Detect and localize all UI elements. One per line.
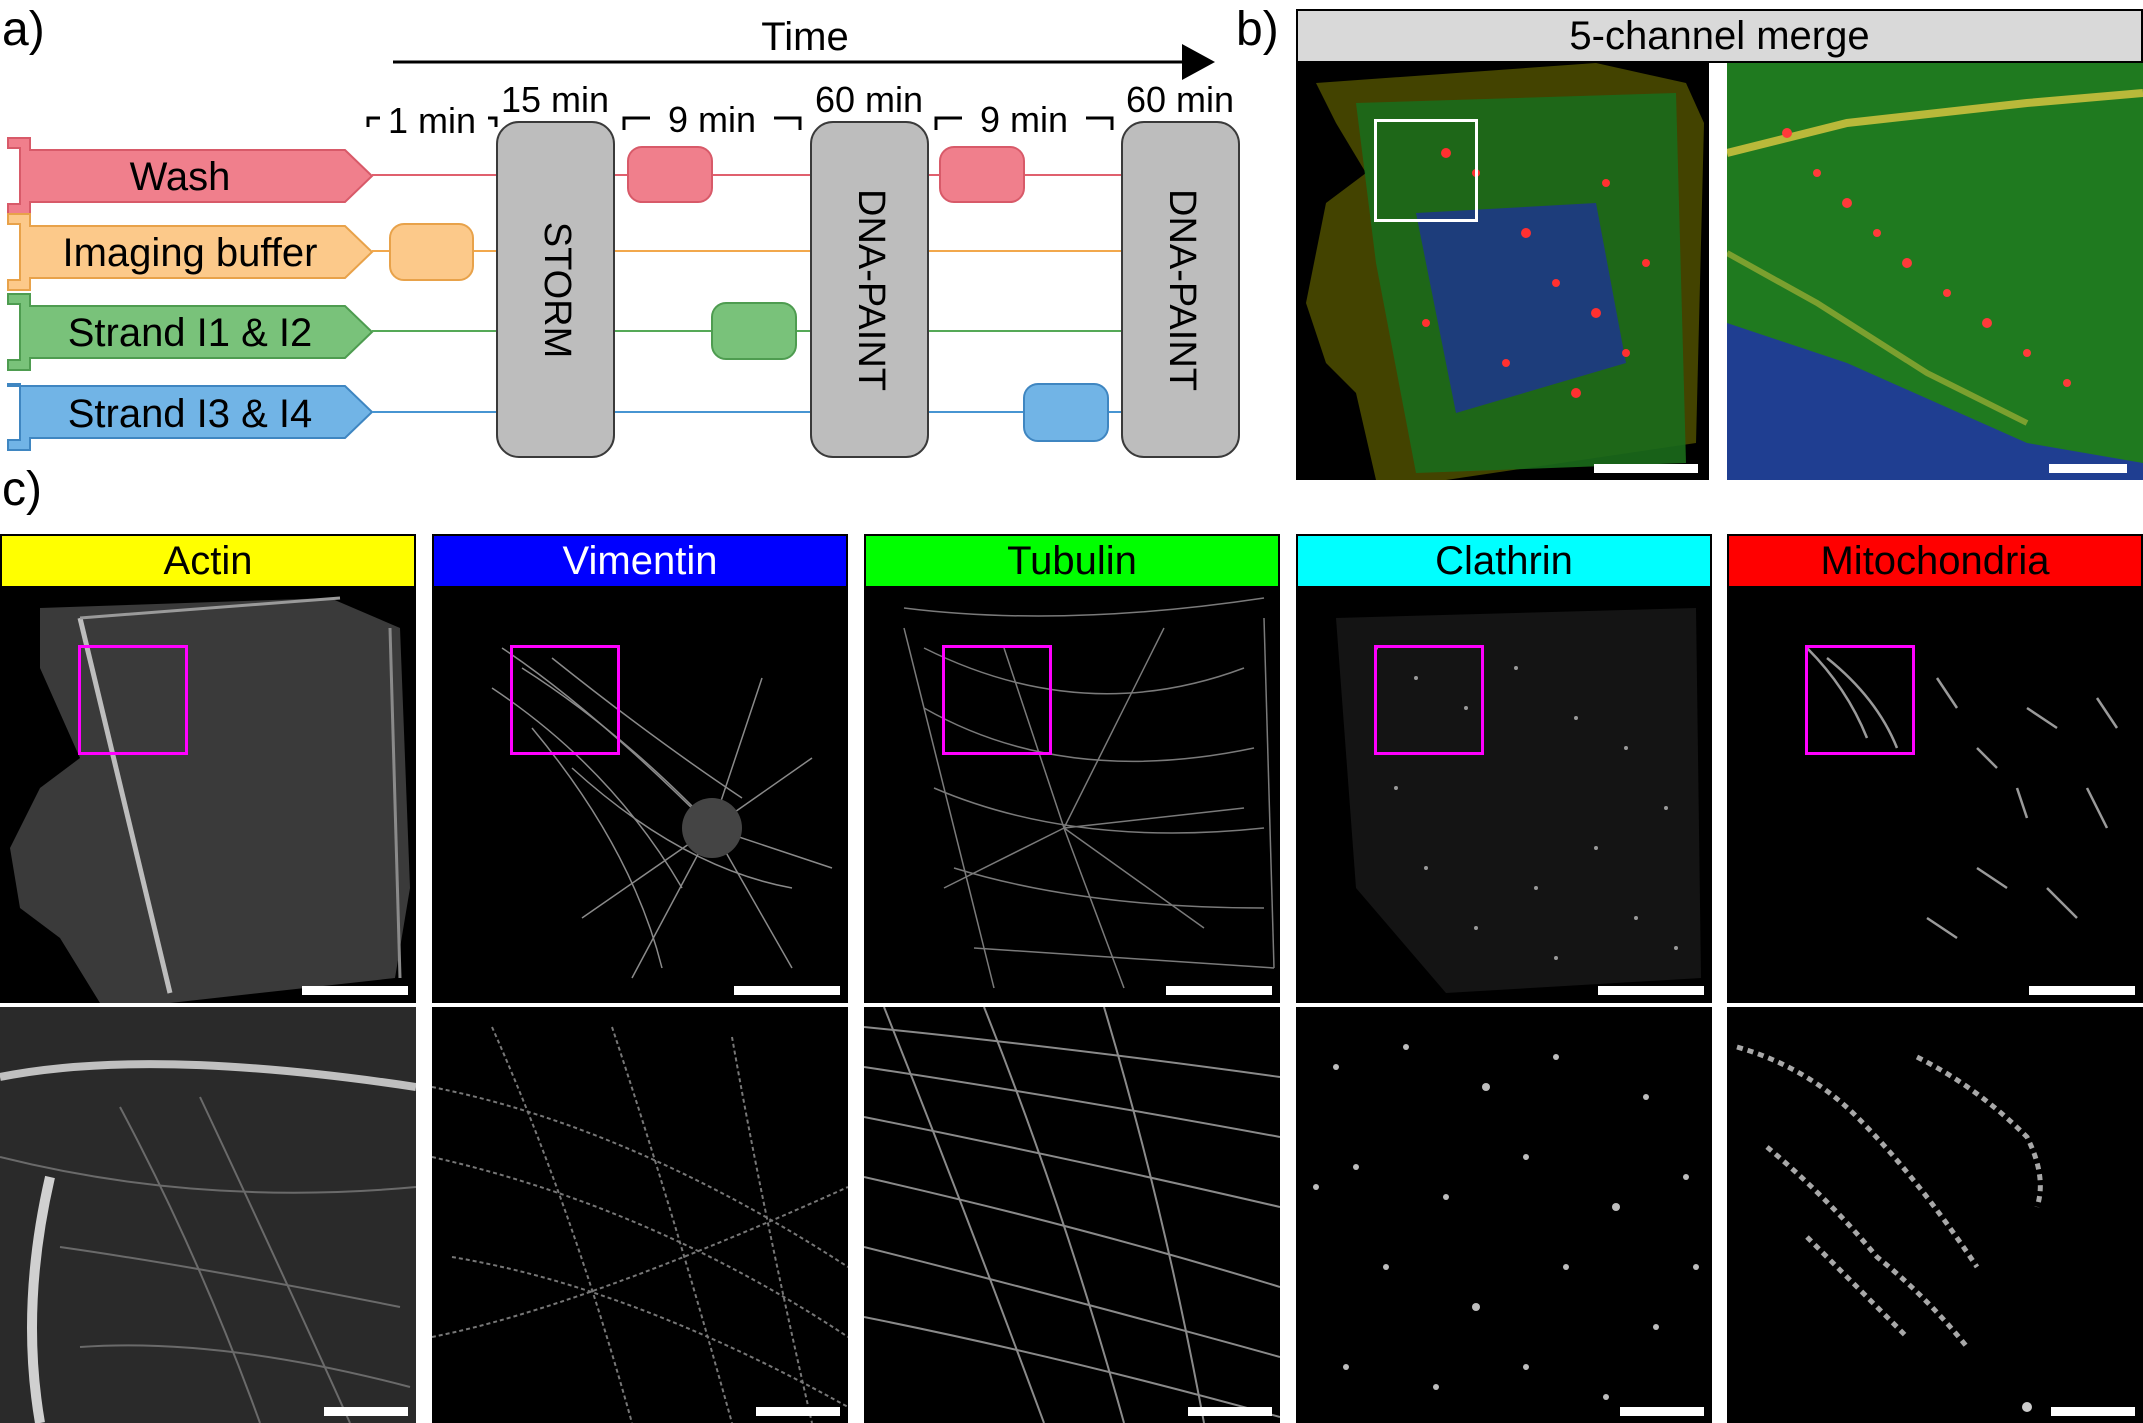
- pill-imaging-buffer: [389, 223, 474, 281]
- syringe-strand-i1-i2: [7, 293, 374, 371]
- mitochondria-zoom-image: [1727, 1007, 2143, 1423]
- scale-bar: [1166, 986, 1272, 995]
- time-arrowhead: [1182, 44, 1215, 80]
- scale-bar: [1594, 464, 1698, 473]
- roi-box: [78, 645, 188, 755]
- roi-box: [1374, 645, 1484, 755]
- timeline-diagram: Time Wash Imaging buffer Strand I1 & I2 …: [7, 15, 1240, 458]
- panel-label-b: b): [1236, 3, 1279, 56]
- scale-bar: [1598, 986, 1704, 995]
- channel-header-clathrin: Clathrin: [1296, 534, 1712, 588]
- tubulin-zoom-image: [864, 1007, 1280, 1423]
- block-dna-paint-2: [1121, 121, 1240, 458]
- block-storm-label: STORM: [536, 222, 578, 359]
- duration-1min: 1 min: [388, 100, 476, 141]
- block-dna-paint-1: [810, 121, 929, 458]
- clathrin-zoom-image: [1296, 1007, 1712, 1423]
- actin-zoom-image: [0, 1007, 416, 1423]
- channel-header-vimentin: Vimentin: [432, 534, 848, 588]
- syringe-strand-i3-i4: [7, 383, 374, 451]
- merge-zoom-image: [1727, 63, 2143, 480]
- channel-header-mitochondria: Mitochondria: [1727, 534, 2143, 588]
- merge-title: 5-channel merge: [1296, 9, 2143, 63]
- syringe-imaging-buffer: [7, 213, 374, 291]
- lane-wash: Wash: [7, 137, 1122, 215]
- pill-strand-i1-i2: [711, 302, 797, 360]
- panel-label-a: a): [2, 3, 45, 56]
- lane-strand-i1-i2: Strand I1 & I2: [7, 293, 1122, 371]
- duration-15min: 15 min: [501, 79, 609, 120]
- scale-bar: [324, 1407, 408, 1416]
- channel-header-actin: Actin: [0, 534, 416, 588]
- duration-60min-2: 60 min: [1126, 79, 1234, 120]
- roi-box: [510, 645, 620, 755]
- scale-bar: [734, 986, 840, 995]
- pill-wash-1: [627, 146, 713, 203]
- mitochondria-overview-image: [1727, 588, 2143, 1003]
- pill-strand-i3-i4: [1023, 383, 1109, 442]
- scale-bar: [2029, 986, 2135, 995]
- lane-label-strand-i3-i4: Strand I3 & I4: [68, 392, 313, 436]
- block-dna-paint-1-label: DNA-PAINT: [850, 189, 892, 391]
- scale-bar: [302, 986, 408, 995]
- lane-label-strand-i1-i2: Strand I1 & I2: [68, 311, 313, 355]
- scale-bar: [2051, 1407, 2135, 1416]
- syringe-wash: [7, 137, 374, 215]
- lane-label-imaging-buffer: Imaging buffer: [63, 231, 318, 275]
- channel-header-tubulin: Tubulin: [864, 534, 1280, 588]
- lane-label-wash: Wash: [130, 155, 231, 199]
- duration-9min-1: 9 min: [668, 99, 756, 140]
- time-label: Time: [761, 15, 848, 59]
- merge-overview-image: [1296, 63, 1709, 480]
- vimentin-overview-image: [432, 588, 848, 1003]
- scale-bar: [2049, 464, 2127, 473]
- duration-60min-1: 60 min: [815, 79, 923, 120]
- panel-label-c: c): [2, 463, 42, 516]
- vimentin-zoom-image: [432, 1007, 848, 1423]
- duration-9min-2: 9 min: [980, 99, 1068, 140]
- block-dna-paint-2-label: DNA-PAINT: [1161, 189, 1203, 391]
- clathrin-overview-image: [1296, 588, 1712, 1003]
- scale-bar: [1620, 1407, 1704, 1416]
- scale-bar: [756, 1407, 840, 1416]
- merge-roi-box: [1374, 119, 1478, 222]
- scale-bar: [1188, 1407, 1272, 1416]
- roi-box: [1805, 645, 1915, 755]
- actin-overview-image: [0, 588, 416, 1003]
- pill-wash-2: [939, 146, 1025, 203]
- block-storm: [496, 121, 615, 458]
- roi-box: [942, 645, 1052, 755]
- lane-strand-i3-i4: Strand I3 & I4: [7, 383, 1122, 451]
- tubulin-overview-image: [864, 588, 1280, 1003]
